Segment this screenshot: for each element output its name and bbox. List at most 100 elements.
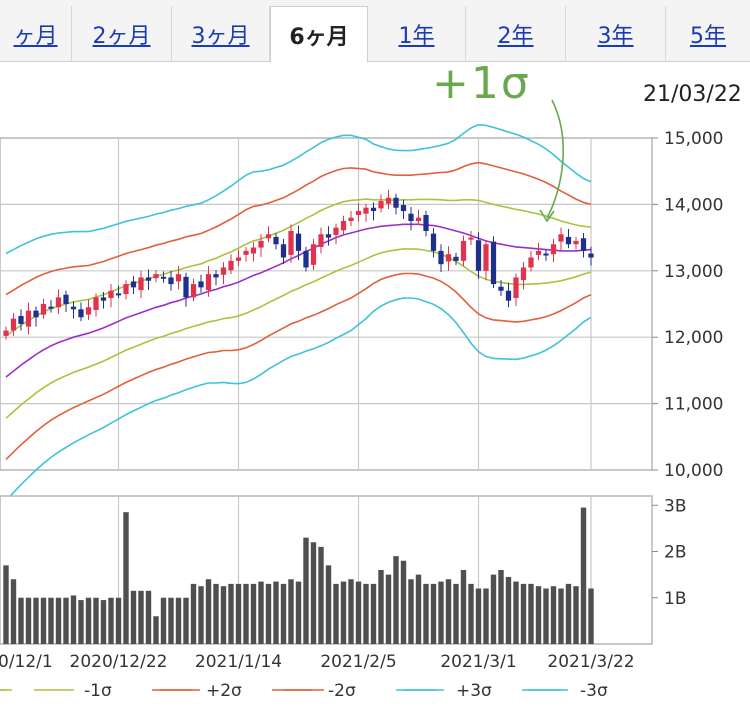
tab-1[interactable]: 2ヶ月: [72, 6, 172, 62]
candle-body: [273, 236, 279, 245]
volume-bar: [573, 586, 579, 644]
legend-label: -3σ: [580, 681, 608, 701]
volume-bar: [175, 597, 182, 644]
volume-bar: [55, 597, 62, 644]
price-tick-label: 11,000: [664, 395, 723, 415]
volume-bar: [543, 588, 549, 644]
volume-bar: [288, 579, 294, 644]
tab-7[interactable]: 5年: [690, 24, 726, 49]
volume-bar: [235, 583, 242, 644]
candle-body: [160, 276, 167, 279]
legend-label: +3σ: [456, 681, 492, 701]
candle-body: [265, 234, 272, 239]
price-plot-area: [0, 137, 653, 471]
candle-body: [93, 297, 99, 310]
candle-body: [558, 234, 564, 242]
volume-bar: [460, 570, 467, 644]
volume-bar: [445, 579, 452, 644]
volume-bar: [190, 583, 197, 644]
candle-body: [243, 250, 249, 255]
candle-body: [220, 267, 227, 275]
volume-bar: [340, 581, 347, 644]
tab-0[interactable]: ヶ月: [0, 6, 72, 62]
candle-body: [258, 240, 264, 248]
candle-body: [145, 277, 152, 281]
candle-body: [280, 244, 287, 258]
date-tick-label: 2020/12/22: [70, 652, 168, 672]
candle-body: [295, 233, 302, 251]
tab-3[interactable]: 6ヶ月: [270, 6, 368, 63]
candle-body: [153, 274, 159, 279]
volume-bar: [63, 597, 69, 644]
candle-body: [10, 318, 17, 331]
volume-bar: [115, 597, 122, 644]
candle-body: [85, 307, 92, 315]
tab-2[interactable]: 3ヶ月: [172, 6, 270, 62]
volume-bar: [265, 583, 272, 644]
candle-body: [303, 250, 309, 268]
candle-body: [430, 233, 437, 251]
candle-body: [175, 274, 182, 282]
volume-bar: [33, 597, 39, 644]
volume-bar: [513, 581, 519, 644]
volume-bar: [3, 565, 9, 644]
date-tick-label: 2021/3/22: [547, 652, 634, 672]
volume-bar: [483, 588, 489, 644]
volume-bar: [565, 583, 572, 644]
tab-6[interactable]: 3年: [566, 6, 666, 62]
candle-body: [363, 207, 369, 214]
volume-bar: [490, 574, 497, 644]
candle-body: [123, 284, 129, 295]
candle-body: [385, 197, 392, 204]
candle-body: [25, 310, 32, 327]
candle-body: [130, 281, 137, 288]
volume-bar: [325, 565, 332, 644]
candle-body: [340, 221, 347, 231]
candle-body: [333, 227, 339, 235]
candle-body: [63, 294, 69, 304]
volume-bar: [138, 590, 144, 644]
candle-body: [18, 315, 24, 324]
candle-body: [348, 217, 354, 221]
candle-body: [565, 236, 572, 245]
price-tick-label: 12,000: [664, 328, 723, 348]
candle-body: [250, 247, 257, 254]
plus-1-sigma-annotation: +1σ: [432, 58, 531, 109]
candle-body: [378, 201, 384, 209]
date-tick-label: 0/12/1: [0, 652, 53, 672]
volume-bar: [385, 574, 392, 644]
volume-tick-label: 1B: [664, 589, 686, 609]
candle-body: [415, 217, 422, 221]
legend-label: -1σ: [84, 681, 112, 701]
volume-bar: [453, 583, 459, 644]
volume-bar: [250, 583, 257, 644]
volume-bar: [160, 597, 167, 644]
volume-bar: [475, 588, 482, 644]
candle-body: [408, 213, 414, 221]
volume-bar: [580, 507, 587, 644]
candle-body: [573, 240, 579, 245]
band-line: [5, 297, 592, 502]
candle-body: [168, 277, 174, 285]
volume-bar: [48, 597, 54, 644]
candle-body: [513, 277, 519, 299]
volume-bar: [78, 600, 84, 644]
volume-bar: [108, 597, 114, 644]
candle-body: [550, 244, 557, 255]
volume-bar: [183, 597, 189, 644]
candle-body: [48, 306, 54, 309]
candle-body: [318, 234, 324, 247]
tab-5[interactable]: 2年: [466, 6, 566, 62]
volume-bar: [40, 597, 47, 644]
candle-body: [310, 244, 317, 265]
volume-bar: [295, 581, 302, 644]
legend-label: +2σ: [206, 681, 242, 701]
band-line: [5, 272, 592, 460]
period-tabs: ヶ月 2ヶ月 3ヶ月 6ヶ月 1年 2年 3年 5年: [0, 0, 750, 63]
volume-bar: [423, 583, 429, 644]
tab-4[interactable]: 1年: [368, 6, 466, 62]
volume-bar: [393, 556, 399, 644]
candle-body: [588, 253, 594, 258]
candle-body: [490, 241, 497, 285]
